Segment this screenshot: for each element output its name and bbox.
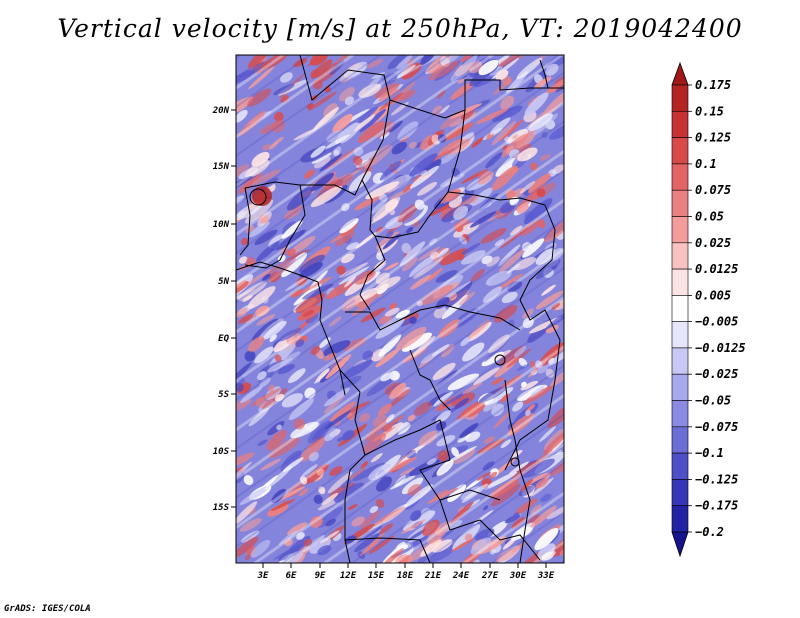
colorbar-swatch bbox=[671, 400, 689, 428]
colorbar-level-label: −0.05 bbox=[695, 394, 731, 408]
lon-tick-label: 12E bbox=[340, 571, 357, 581]
colorbar-bottom-arrow bbox=[671, 531, 689, 558]
lat-tick-label: EQ bbox=[218, 334, 229, 344]
colorbar-level-label: 0.05 bbox=[695, 210, 724, 224]
colorbar-top-arrow bbox=[671, 61, 689, 86]
lon-tick-label: 27E bbox=[481, 571, 499, 581]
latitude-axis: 20N 15N 10N 5N EQ 5S 10S 15S bbox=[212, 106, 236, 513]
lon-tick-label: 21E bbox=[424, 571, 442, 581]
lon-tick-label: 33E bbox=[537, 571, 555, 581]
colorbar-swatch bbox=[671, 216, 689, 244]
lat-tick-label: 10N bbox=[213, 220, 230, 230]
lon-tick-label: 9E bbox=[315, 571, 326, 581]
colorbar-level-label: −0.0125 bbox=[695, 341, 746, 355]
colorbar-swatch bbox=[671, 321, 689, 349]
colorbar-swatch bbox=[671, 373, 689, 401]
lon-tick-label: 24E bbox=[452, 571, 470, 581]
colorbar-level-label: 0.075 bbox=[695, 183, 731, 197]
colorbar-swatch bbox=[671, 137, 689, 165]
colorbar-swatch bbox=[671, 163, 689, 191]
colorbar-level-label: 0.005 bbox=[695, 288, 731, 302]
colorbar-swatch bbox=[671, 347, 689, 375]
map-title: Vertical velocity [m/s] at 250hPa, VT: 2… bbox=[57, 14, 743, 43]
colorbar-swatch bbox=[671, 426, 689, 454]
lon-tick-label: 15E bbox=[368, 571, 385, 581]
lat-tick-label: 5N bbox=[218, 277, 229, 287]
colorbar: 0.175 0.15 0.125 0.1 0.075 0.05 0.025 0.0125 0.0… bbox=[671, 61, 746, 558]
colorbar-level-label: −0.075 bbox=[695, 420, 738, 434]
colorbar-swatch bbox=[671, 242, 689, 270]
colorbar-level-label: −0.125 bbox=[695, 472, 738, 486]
lat-tick-label: 15N bbox=[213, 162, 230, 172]
colorbar-swatch bbox=[671, 84, 689, 112]
colorbar-level-label: −0.1 bbox=[695, 446, 724, 460]
velocity-field bbox=[236, 55, 564, 563]
colorbar-level-label: −0.175 bbox=[695, 499, 738, 513]
colorbar-swatch bbox=[671, 505, 689, 533]
colorbar-swatch bbox=[671, 189, 689, 217]
colorbar-swatch bbox=[671, 111, 689, 138]
lat-tick-label: 10S bbox=[213, 447, 230, 457]
colorbar-level-label: 0.125 bbox=[695, 131, 731, 145]
lon-tick-label: 30E bbox=[509, 571, 527, 581]
lat-tick-label: 15S bbox=[213, 503, 230, 513]
colorbar-swatch bbox=[671, 479, 689, 506]
lat-tick-label: 5S bbox=[218, 390, 229, 400]
colorbar-swatch bbox=[671, 268, 689, 296]
colorbar-level-label: 0.025 bbox=[695, 236, 731, 250]
colorbar-level-label: 0.175 bbox=[695, 78, 731, 92]
lon-tick-label: 6E bbox=[286, 571, 297, 581]
credit-label: GrADS: IGES/COLA bbox=[4, 604, 91, 614]
colorbar-level-label: −0.2 bbox=[695, 525, 724, 539]
colorbar-swatch bbox=[671, 295, 689, 322]
colorbar-level-label: −0.005 bbox=[695, 315, 738, 329]
colorbar-level-label: −0.025 bbox=[695, 367, 738, 381]
lon-tick-label: 18E bbox=[397, 571, 414, 581]
country-boundaries bbox=[236, 55, 564, 563]
lon-tick-label: 3E bbox=[257, 571, 269, 581]
colorbar-level-label: 0.15 bbox=[695, 104, 724, 118]
colorbar-swatch bbox=[671, 452, 689, 480]
colorbar-level-label: 0.0125 bbox=[695, 262, 738, 276]
longitude-axis: 3E 6E 9E 12E 15E 18E 21E 24E 27E 30E 33E bbox=[257, 563, 555, 581]
map-frame bbox=[235, 54, 565, 564]
colorbar-level-label: 0.1 bbox=[695, 157, 717, 171]
lat-tick-label: 20N bbox=[212, 106, 230, 116]
